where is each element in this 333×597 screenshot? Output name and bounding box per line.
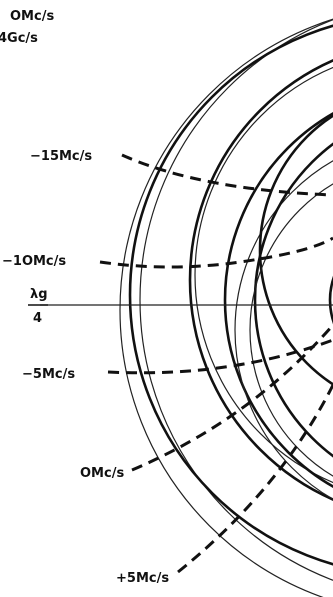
circle (194, 66, 333, 484)
axis-denominator: 4 (33, 311, 42, 326)
circle (188, 59, 333, 501)
circle (234, 160, 333, 500)
frequency-curves (99, 153, 333, 574)
header-label: 4Gc/s (0, 31, 38, 46)
circle (258, 114, 333, 386)
circle (253, 142, 333, 458)
circle (139, 19, 333, 581)
curve-label: OMc/s (80, 466, 124, 481)
circle (223, 112, 333, 488)
dashed-curve (177, 384, 333, 574)
circle (328, 275, 333, 325)
curve-label: +5Mc/s (116, 571, 169, 586)
curve-label: −1OMc/s (2, 254, 66, 269)
dashed-curve (107, 338, 333, 375)
outer-circle (119, 18, 333, 597)
circle (128, 24, 333, 566)
circle (249, 183, 333, 477)
dashed-curve (99, 236, 333, 269)
curve-label: −15Mc/s (30, 149, 92, 164)
curve-label: −5Mc/s (22, 367, 75, 382)
dashed-curve (121, 153, 333, 197)
header-label: OMc/s (10, 9, 54, 24)
dashed-curve (131, 324, 333, 472)
axis-numerator: λg (30, 287, 48, 302)
circles (119, 18, 333, 597)
